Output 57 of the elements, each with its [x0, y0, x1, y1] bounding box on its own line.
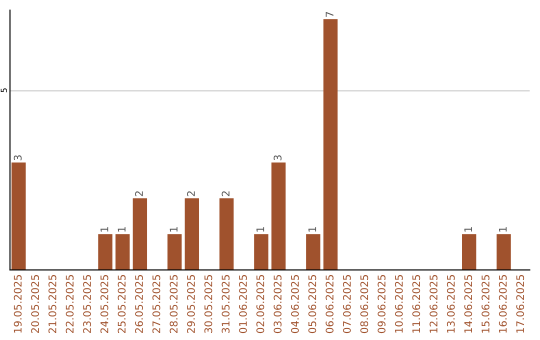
data-label: 1 [464, 227, 472, 232]
data-label: 1 [170, 227, 178, 232]
x-tick-label: 03.06.2025 [274, 275, 282, 334]
x-tick-label: 21.05.2025 [48, 275, 56, 334]
x-tick-label: 26.05.2025 [135, 275, 143, 334]
x-tick-label: 08.06.2025 [360, 275, 368, 334]
y-tick-label: 5 [0, 88, 7, 92]
x-tick-label: 05.06.2025 [308, 275, 316, 334]
x-tick-label: 14.06.2025 [464, 275, 472, 333]
data-label: 2 [222, 191, 230, 196]
x-tick-label: 19.05.2025 [14, 275, 22, 333]
x-tick-label: 16.06.2025 [498, 275, 507, 333]
x-tick-label: 25.05.2025 [118, 275, 126, 334]
bar [167, 234, 182, 270]
x-tick-label: 01.06.2025 [239, 275, 247, 334]
x-tick-label: 23.05.2025 [83, 275, 91, 334]
data-label: 1 [100, 227, 108, 232]
x-tick-label: 17.06.2025 [516, 275, 524, 333]
x-tick-label: 28.05.2025 [170, 275, 178, 334]
data-label: 3 [274, 155, 282, 160]
bar [132, 198, 148, 270]
x-tick-label: 15.06.2025 [482, 275, 490, 333]
x-tick-label: 06.06.2025 [326, 275, 334, 334]
bar [271, 162, 286, 270]
bar [496, 234, 511, 270]
bar [323, 19, 338, 270]
x-tick-label: 20.05.2025 [31, 275, 39, 334]
data-label: 1 [256, 227, 264, 232]
x-tick-label: 07.06.2025 [342, 275, 351, 334]
data-label: 2 [135, 191, 143, 196]
data-label: 1 [118, 227, 126, 232]
x-tick-label: 30.05.2025 [204, 275, 212, 333]
bar [184, 198, 200, 270]
bar [219, 198, 234, 270]
x-tick-label: 02.06.2025 [256, 275, 264, 334]
bar [116, 234, 130, 270]
bar [98, 234, 112, 270]
x-tick-label: 04.06.2025 [290, 275, 299, 334]
data-label: 1 [499, 227, 507, 232]
x-tick-label: 24.05.2025 [100, 275, 108, 334]
x-tick-label: 31.05.2025 [222, 275, 230, 333]
data-label: 2 [187, 191, 195, 196]
x-tick-label: 11.06.2025 [412, 275, 420, 333]
data-label: 1 [308, 227, 316, 232]
data-label: 3 [14, 155, 22, 160]
x-tick-label: 10.06.2025 [394, 275, 403, 333]
x-tick-label: 27.05.2025 [152, 275, 160, 334]
x-tick-label: 29.05.2025 [187, 275, 195, 334]
x-tick-label: 13.06.2025 [446, 275, 455, 333]
x-tick-label: 09.06.2025 [378, 275, 386, 334]
bar [12, 162, 26, 270]
data-label: 7 [326, 12, 334, 17]
bar [254, 234, 268, 270]
bar [462, 234, 476, 270]
x-tick-label: 22.05.2025 [66, 275, 74, 334]
x-tick-label: 12.06.2025 [430, 275, 438, 333]
bar [306, 234, 320, 270]
